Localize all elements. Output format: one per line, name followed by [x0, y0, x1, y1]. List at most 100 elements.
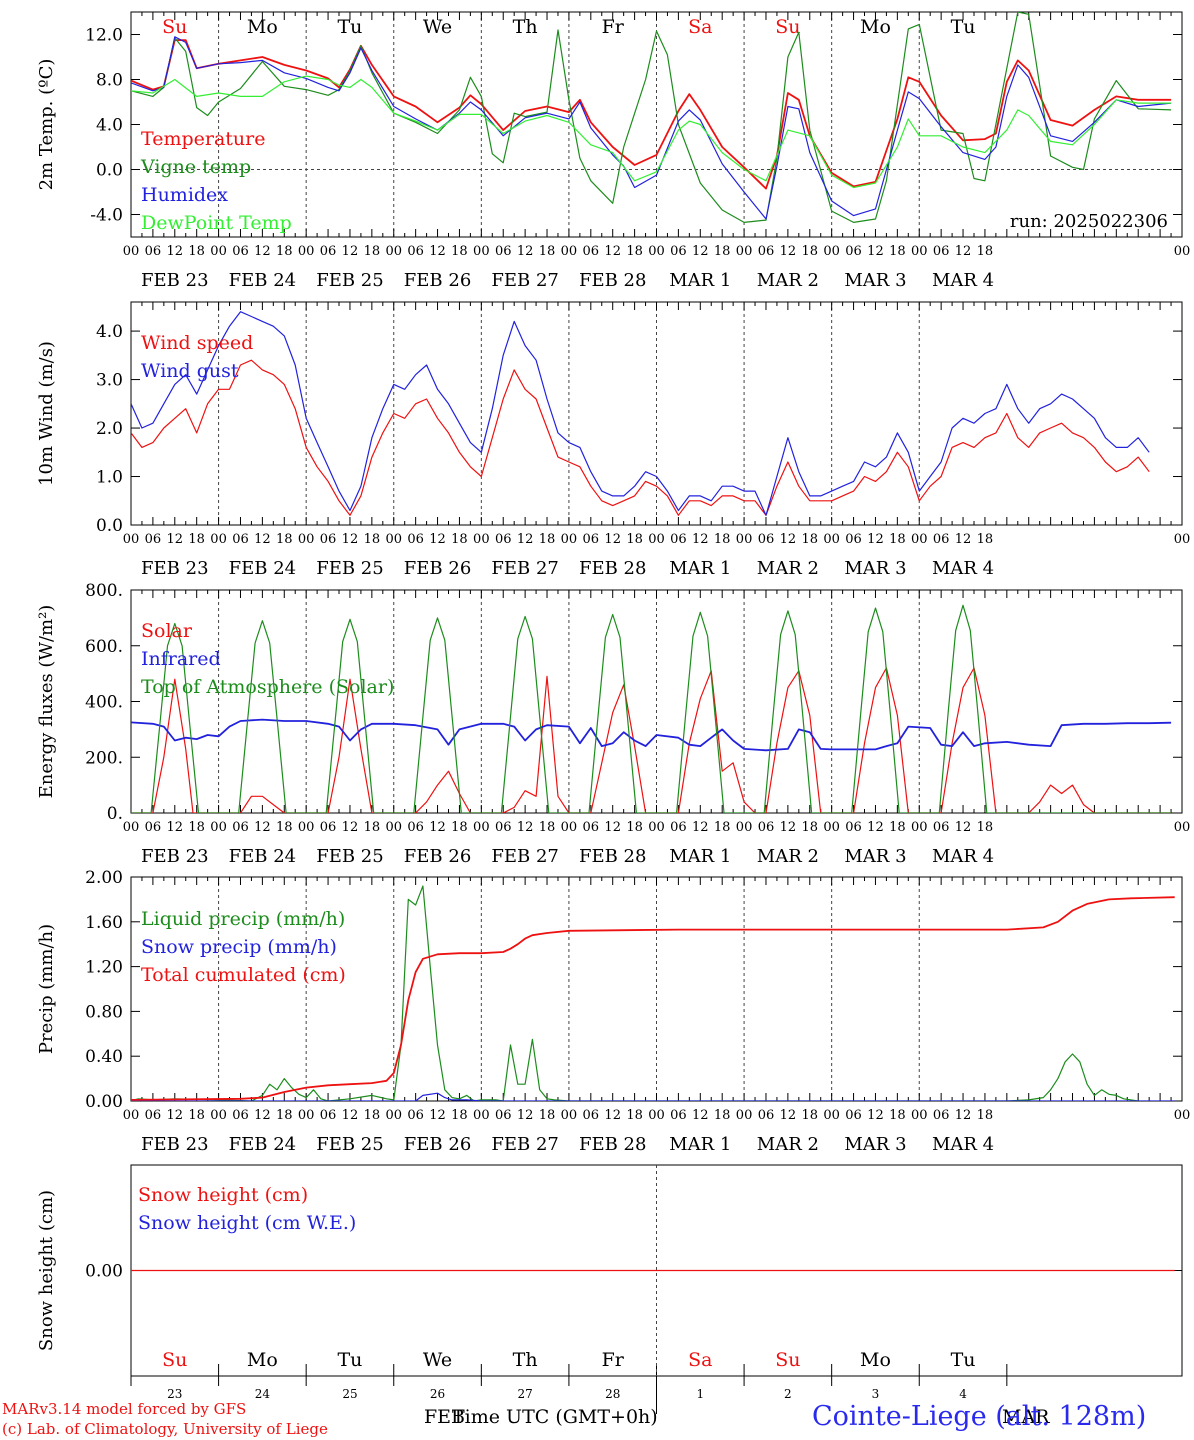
weekday-label: Th [513, 16, 538, 38]
date-label: FEB 24 [229, 558, 296, 579]
hour-label: 00 [911, 532, 928, 547]
hour-label: 18 [889, 1108, 906, 1123]
hour-label: 18 [801, 244, 818, 259]
hour-label: 06 [320, 820, 337, 835]
hour-label: 00 [823, 532, 840, 547]
weekday-label: Su [162, 16, 187, 38]
hour-label: 18 [188, 244, 205, 259]
hour-label: 00 [123, 244, 140, 259]
weekday-label: Mo [247, 16, 278, 38]
date-label: FEB 23 [141, 1134, 208, 1155]
hour-label: 06 [407, 532, 424, 547]
y-tick-label: 0.00 [85, 1262, 123, 1282]
date-label: MAR 1 [669, 846, 731, 867]
y-axis-label: Precip (mm/h) [36, 924, 57, 1054]
hour-label: 12 [867, 820, 884, 835]
hour-label: 06 [845, 820, 862, 835]
date-label: FEB 24 [229, 1134, 296, 1155]
hour-label: 00 [473, 1108, 490, 1123]
panel-frame [130, 589, 1183, 814]
series-line-infrared [131, 718, 1172, 752]
day-number-label: 28 [605, 1387, 620, 1401]
day-number-label: 1 [696, 1387, 704, 1401]
y-tick-label: 0.0 [96, 516, 123, 536]
hour-label: 00 [561, 532, 578, 547]
hour-label: 00 [911, 244, 928, 259]
y-tick-label: 800. [85, 581, 123, 601]
hour-label: 18 [714, 1108, 731, 1123]
hour-label: 18 [451, 1108, 468, 1123]
date-label: MAR 4 [932, 558, 994, 579]
hour-label: 06 [320, 532, 337, 547]
hour-label: 18 [364, 1108, 381, 1123]
x-axis-title: Time UTC (GMT+0h) [452, 1406, 658, 1428]
hour-label: 06 [232, 1108, 249, 1123]
hour-label: 12 [342, 244, 359, 259]
hour-label: 12 [955, 244, 972, 259]
hour-label: 06 [145, 532, 162, 547]
y-tick-label: -4.0 [90, 206, 123, 226]
hour-label: 06 [583, 820, 600, 835]
hour-label: 00 [648, 820, 665, 835]
y-tick-label: 1.60 [85, 913, 123, 933]
hour-label: 18 [276, 532, 293, 547]
date-label: MAR 2 [757, 270, 819, 291]
hour-label: 00 [210, 244, 227, 259]
date-label: FEB 23 [141, 846, 208, 867]
hour-label: 06 [670, 1108, 687, 1123]
date-label: FEB 27 [491, 270, 558, 291]
date-label: MAR 1 [669, 1134, 731, 1155]
hour-label: 18 [977, 1108, 994, 1123]
hour-label: 18 [364, 532, 381, 547]
date-label: MAR 2 [757, 558, 819, 579]
model-credit: MARv3.14 model forced by GFS [2, 1400, 247, 1418]
weekday-label: Th [513, 1349, 538, 1371]
day-number-label: 3 [872, 1387, 880, 1401]
y-tick-label: 0.0 [96, 161, 123, 181]
date-label: FEB 27 [491, 846, 558, 867]
month-label-feb: FEB [424, 1406, 466, 1428]
hour-label: 12 [429, 820, 446, 835]
y-tick-label: 4.0 [96, 322, 123, 342]
weekday-label: Tu [337, 1349, 362, 1371]
hour-label: 12 [955, 532, 972, 547]
hour-label: 00 [385, 1108, 402, 1123]
y-axis-label: 2m Temp. (ºC) [36, 59, 57, 191]
hour-label: 00 [123, 1108, 140, 1123]
date-label: MAR 4 [932, 1134, 994, 1155]
hour-label: 00 [736, 1108, 753, 1123]
day-number-label: 26 [430, 1387, 445, 1401]
hour-label: 18 [276, 1108, 293, 1123]
hour-label: 00 [1174, 532, 1191, 547]
hour-label: 00 [911, 820, 928, 835]
date-label: FEB 27 [491, 558, 558, 579]
date-label: MAR 1 [669, 558, 731, 579]
date-label: MAR 3 [844, 558, 906, 579]
hour-label: 06 [670, 244, 687, 259]
legend-entry: Liquid precip (mm/h) [141, 908, 345, 930]
hour-label: 12 [867, 1108, 884, 1123]
legend-entry: Snow height (cm W.E.) [138, 1212, 356, 1234]
series-line-wind-speed [131, 359, 1150, 516]
legend-entry: Humidex [141, 184, 228, 206]
hour-label: 12 [342, 820, 359, 835]
hour-label: 06 [845, 532, 862, 547]
date-label: FEB 23 [141, 558, 208, 579]
weekday-label: Mo [860, 16, 891, 38]
hour-label: 00 [298, 532, 315, 547]
hour-label: 18 [451, 820, 468, 835]
day-number-label: 23 [167, 1387, 182, 1401]
hour-label: 00 [736, 532, 753, 547]
hour-label: 12 [604, 532, 621, 547]
hour-label: 18 [451, 244, 468, 259]
hour-label: 18 [188, 820, 205, 835]
hour-label: 18 [276, 820, 293, 835]
hour-label: 12 [604, 1108, 621, 1123]
y-tick-label: 0.00 [85, 1092, 123, 1112]
hour-label: 06 [407, 820, 424, 835]
hour-label: 12 [955, 1108, 972, 1123]
hour-label: 00 [123, 532, 140, 547]
hour-label: 12 [429, 1108, 446, 1123]
hour-label: 12 [780, 532, 797, 547]
hour-label: 00 [648, 1108, 665, 1123]
